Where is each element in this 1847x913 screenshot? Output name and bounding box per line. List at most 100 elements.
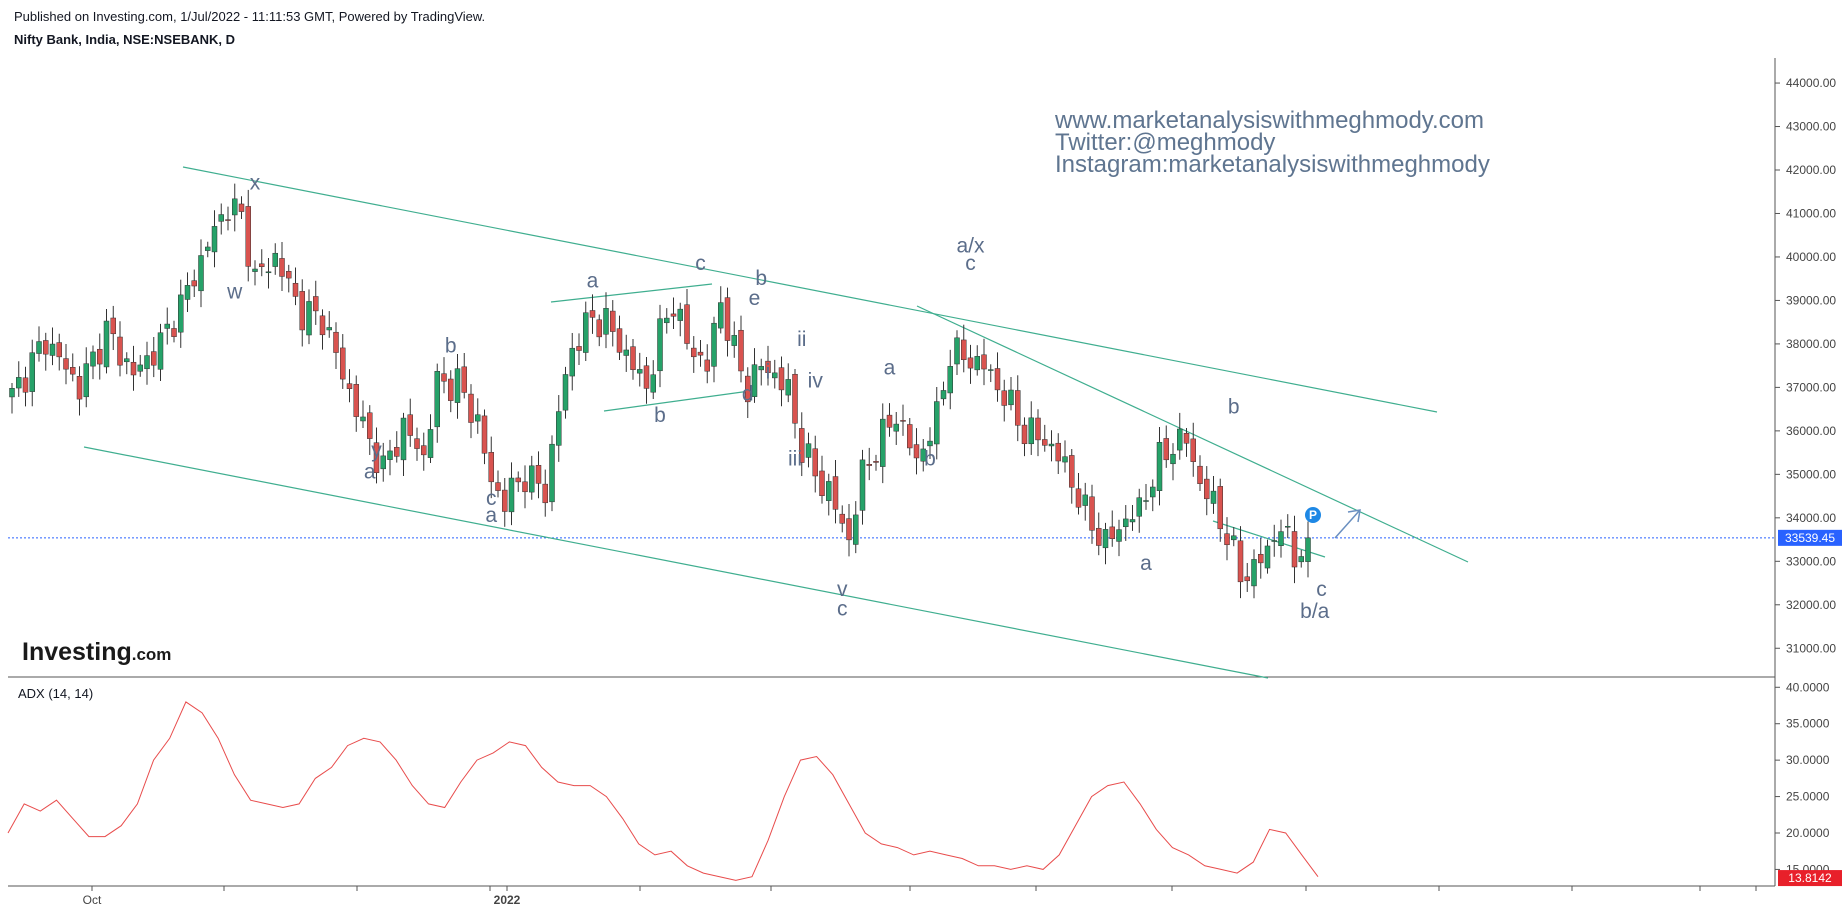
candle-body	[988, 369, 994, 371]
price-tick-label: 39000.00	[1786, 293, 1836, 307]
candle-body	[360, 416, 366, 422]
candle-body	[333, 331, 339, 353]
candle-body	[954, 337, 960, 365]
price-tick-label: 33000.00	[1786, 554, 1836, 568]
candle-body	[1089, 496, 1095, 531]
candle-body	[124, 358, 130, 363]
candle-body	[441, 373, 447, 382]
candle-body	[1021, 424, 1028, 445]
candle-body	[691, 347, 697, 358]
candle-body	[286, 271, 292, 279]
price-tick-label: 37000.00	[1786, 380, 1836, 394]
wave-label: c	[1316, 578, 1327, 601]
candle-body	[1048, 443, 1055, 447]
candle-body	[529, 465, 535, 493]
candle-body	[839, 513, 845, 524]
candle-body	[1082, 494, 1088, 506]
candle-body	[1298, 556, 1304, 563]
candle-body	[461, 366, 467, 393]
candle-body	[117, 336, 123, 366]
candle-body	[1143, 500, 1149, 502]
candle-body	[56, 342, 62, 358]
price-tick-label: 35000.00	[1786, 467, 1836, 481]
wave-label: ii	[797, 328, 806, 351]
candle-body	[751, 364, 758, 397]
candle-body	[907, 424, 913, 449]
candle-body	[637, 369, 643, 374]
candle-body	[1244, 576, 1250, 582]
candle-body	[151, 351, 157, 366]
candle-body	[97, 348, 103, 365]
candle-body	[191, 280, 197, 287]
candle-body	[434, 371, 440, 428]
candle-body	[826, 481, 832, 501]
candle-body	[967, 357, 974, 369]
wedge-upper-line	[916, 305, 1469, 563]
candle-body	[1190, 438, 1196, 462]
wave-label: a/x	[956, 235, 985, 258]
candle-body	[144, 355, 150, 370]
candle-body	[407, 414, 413, 436]
candle-body	[43, 340, 49, 355]
candle-body	[1170, 453, 1176, 465]
candle-body	[738, 329, 744, 372]
candle-body	[171, 328, 177, 337]
candle-body	[812, 448, 818, 477]
candle-body	[292, 282, 299, 297]
wave-label: c	[837, 598, 848, 621]
adx-tick-label: 40.0000	[1786, 680, 1830, 694]
candle-body	[299, 291, 305, 331]
candle-body	[758, 366, 764, 371]
triangle-upper-line	[550, 283, 713, 303]
candle-body	[495, 482, 501, 491]
candle-body	[468, 393, 474, 423]
candle-body	[886, 414, 893, 428]
candle-body	[1129, 519, 1136, 523]
candle-body	[367, 412, 373, 439]
candle-body	[1001, 390, 1007, 406]
candle-body	[697, 351, 704, 356]
candle-body	[880, 418, 886, 467]
candle-body	[522, 481, 528, 493]
wave-label: iv	[808, 369, 824, 392]
price-tick-label: 41000.00	[1786, 206, 1836, 220]
candle-body	[1069, 455, 1075, 488]
candle-body	[157, 332, 164, 370]
candle-body	[83, 363, 89, 398]
candle-body	[778, 367, 785, 391]
candle-body	[184, 285, 191, 300]
candle-body	[1305, 537, 1311, 562]
price-tick-label: 34000.00	[1786, 511, 1836, 525]
wave-label: y	[371, 439, 382, 462]
candle-body	[103, 320, 110, 368]
candle-body	[225, 219, 231, 221]
candle-body	[353, 384, 359, 417]
candle-body	[1183, 432, 1190, 444]
candle-body	[380, 455, 386, 470]
adx-line	[7, 701, 1319, 881]
candle-body	[326, 327, 332, 331]
wave-label: w	[226, 280, 243, 303]
candle-body	[961, 339, 967, 361]
candle-body	[1055, 442, 1061, 462]
candle-body	[576, 346, 582, 351]
candle-body	[49, 343, 56, 356]
candle-body	[259, 263, 265, 267]
candle-body	[846, 518, 852, 541]
symbol-title: Nifty Bank, India, NSE:NSEBANK, D	[14, 32, 235, 47]
candle-body	[137, 364, 143, 372]
indicator-name: ADX (14, 14)	[18, 686, 93, 701]
candle-body	[252, 268, 258, 272]
last-price-tag: 33539.45	[1778, 529, 1842, 546]
p-badge[interactable]: P	[1305, 507, 1321, 523]
candle-body	[974, 356, 980, 371]
candle-body	[211, 226, 218, 253]
trend-lines	[83, 166, 1469, 679]
candle-body	[130, 361, 137, 376]
logo-main: Investing	[22, 638, 132, 666]
candle-body	[9, 388, 15, 398]
adx-tick-label: 20.0000	[1786, 826, 1830, 840]
candle-body	[1204, 478, 1210, 500]
candle-body	[994, 368, 1001, 391]
